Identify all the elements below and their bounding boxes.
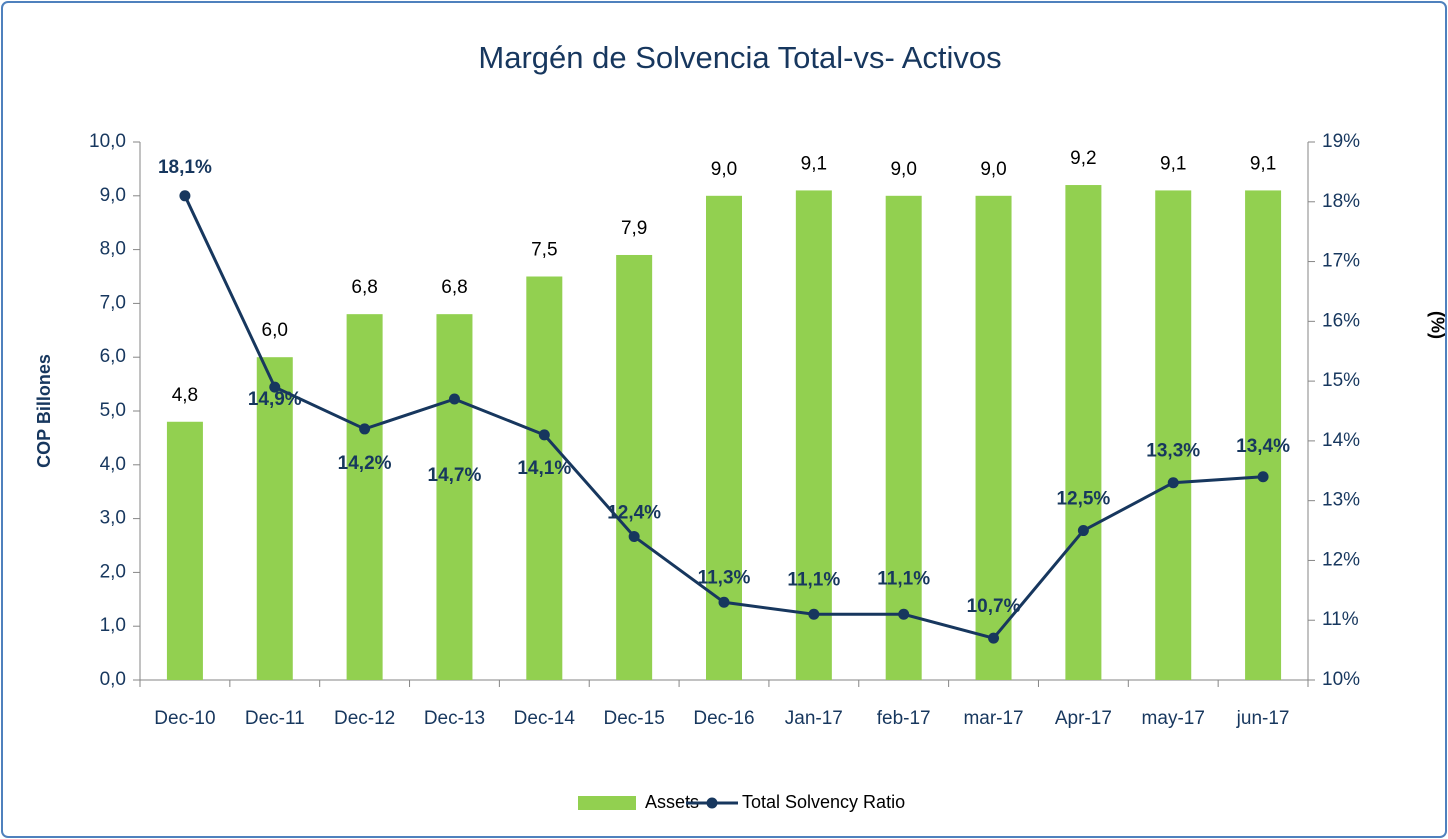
- y-tick-label: 9,0: [100, 185, 126, 206]
- y-tick-label: 8,0: [100, 239, 126, 260]
- line-value-label: 11,1%: [787, 569, 840, 590]
- legend-label: Total Solvency Ratio: [742, 792, 905, 812]
- chart-title: Margén de Solvencia Total-vs- Activos: [478, 40, 1001, 75]
- bar-value-label: 9,1: [1160, 153, 1186, 174]
- y2-axis-label: (%): [1427, 311, 1447, 339]
- legend-swatch: [578, 796, 636, 810]
- x-tick-label: Dec-16: [693, 708, 754, 729]
- line-point: [628, 531, 640, 543]
- x-tick-label: Dec-13: [424, 708, 485, 729]
- x-tick-label: Apr-17: [1055, 708, 1112, 729]
- y-tick-label: 10,0: [89, 131, 126, 152]
- line-value-label: 12,4%: [607, 503, 661, 524]
- bar-value-label: 9,2: [1070, 148, 1096, 169]
- line-value-label: 13,3%: [1146, 441, 1200, 462]
- y2-tick-label: 11%: [1322, 609, 1359, 630]
- line-value-label: 18,1%: [158, 157, 212, 178]
- bar: [975, 195, 1012, 681]
- y2-tick-label: 10%: [1322, 669, 1360, 690]
- line-point: [179, 190, 191, 202]
- bar-value-label: 7,5: [531, 240, 557, 261]
- y2-tick-label: 18%: [1322, 191, 1360, 212]
- bar-value-label: 6,8: [441, 277, 467, 298]
- x-tick-label: feb-17: [877, 708, 931, 729]
- line-point: [988, 632, 1000, 644]
- legend-label: Assets: [645, 792, 699, 812]
- line-point: [898, 608, 910, 620]
- x-tick-label: may-17: [1142, 708, 1205, 729]
- bar-value-label: 7,9: [621, 218, 647, 239]
- y2-tick-label: 15%: [1322, 370, 1360, 391]
- bar-value-label: 6,8: [351, 277, 377, 298]
- x-tick-label: Dec-12: [334, 708, 395, 729]
- bar-value-label: 9,1: [1250, 153, 1276, 174]
- line-point: [359, 423, 371, 435]
- x-tick-label: mar-17: [963, 708, 1023, 729]
- bar: [1245, 190, 1282, 681]
- bar: [885, 195, 922, 681]
- y2-tick-label: 12%: [1322, 549, 1360, 570]
- line-point: [1077, 525, 1089, 537]
- bar-value-label: 9,0: [711, 159, 737, 180]
- line-value-label: 10,7%: [967, 596, 1021, 617]
- line-point: [1257, 471, 1269, 483]
- line-point: [269, 381, 281, 393]
- x-tick-label: Dec-11: [245, 708, 305, 729]
- bar-value-label: 9,0: [890, 159, 916, 180]
- bar: [256, 357, 293, 680]
- bar: [526, 276, 563, 680]
- legend-swatch-point: [706, 797, 718, 809]
- line-value-label: 11,3%: [698, 567, 751, 588]
- y-tick-label: 5,0: [100, 400, 126, 421]
- bar: [166, 421, 203, 680]
- bar-value-label: 9,1: [801, 153, 827, 174]
- bar: [436, 314, 473, 680]
- bar: [616, 254, 653, 681]
- y-tick-label: 1,0: [100, 615, 126, 636]
- bar: [795, 190, 832, 681]
- bar: [346, 314, 383, 680]
- bar-value-label: 9,0: [980, 159, 1006, 180]
- bar-value-label: 6,0: [262, 320, 288, 341]
- line-point: [448, 393, 460, 405]
- line-value-label: 14,9%: [248, 389, 302, 410]
- bar: [1155, 190, 1192, 681]
- x-tick-label: Jan-17: [785, 708, 843, 729]
- y-tick-label: 7,0: [100, 292, 126, 313]
- line-value-label: 14,1%: [517, 458, 571, 479]
- y-tick-label: 3,0: [100, 508, 126, 529]
- bar: [1065, 185, 1102, 681]
- line-value-label: 14,7%: [428, 465, 482, 486]
- line-value-label: 11,1%: [877, 568, 930, 589]
- y-tick-label: 2,0: [100, 561, 126, 582]
- line-point: [808, 608, 820, 620]
- y2-tick-label: 13%: [1322, 490, 1360, 511]
- line-point: [538, 429, 550, 441]
- line-point: [718, 596, 730, 608]
- y2-tick-label: 16%: [1322, 310, 1360, 331]
- y-tick-label: 6,0: [100, 346, 126, 367]
- line-value-label: 13,4%: [1236, 436, 1290, 457]
- x-tick-label: Dec-10: [154, 708, 215, 729]
- line-value-label: 12,5%: [1056, 489, 1110, 510]
- bar-value-label: 4,8: [172, 385, 198, 406]
- y-tick-label: 4,0: [100, 454, 126, 475]
- x-tick-label: Dec-14: [514, 708, 576, 729]
- y-axis-label: COP Billones: [34, 354, 54, 468]
- y2-tick-label: 17%: [1322, 251, 1360, 272]
- line-point: [1167, 477, 1179, 489]
- y2-tick-label: 14%: [1322, 430, 1360, 451]
- y-tick-label: 0,0: [100, 669, 126, 690]
- x-tick-label: jun-17: [1236, 708, 1290, 729]
- x-tick-label: Dec-15: [604, 708, 665, 729]
- y2-tick-label: 19%: [1322, 131, 1360, 152]
- line-value-label: 14,2%: [338, 453, 392, 474]
